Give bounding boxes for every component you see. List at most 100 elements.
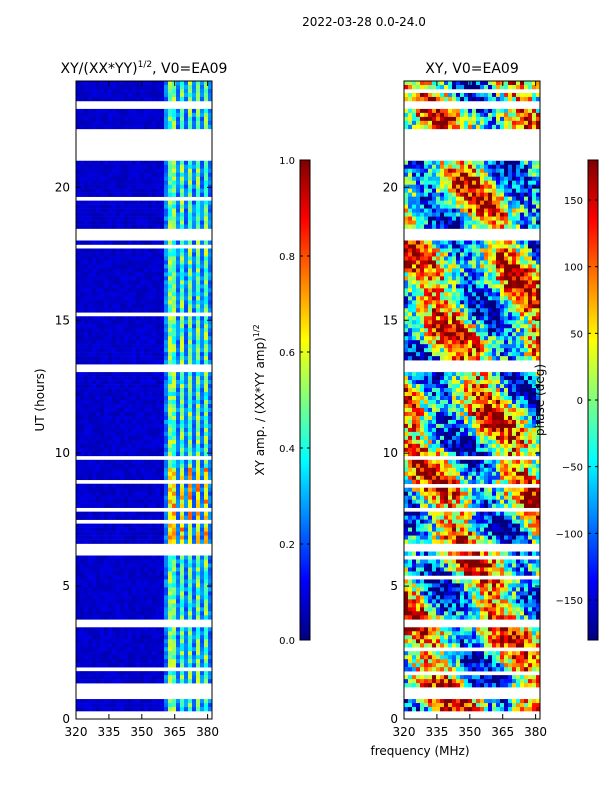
heatmap-cell — [96, 272, 101, 277]
heatmap-cell — [108, 84, 113, 90]
heatmap-cell — [512, 164, 517, 170]
heatmap-cell — [76, 316, 81, 321]
heatmap-cell — [88, 96, 93, 102]
heatmap-cell — [204, 176, 209, 181]
heatmap-cell — [176, 451, 181, 457]
heatmap-cell — [208, 403, 213, 409]
heatmap-cell — [76, 463, 81, 469]
heatmap-cell — [132, 459, 137, 465]
heatmap-cell — [172, 675, 177, 680]
heatmap-cell — [116, 256, 121, 261]
heatmap-cell — [100, 256, 105, 261]
heatmap-cell — [168, 81, 173, 86]
heatmap-cell — [536, 124, 541, 130]
heatmap-cell — [100, 264, 105, 269]
heatmap-cell — [152, 356, 157, 361]
heatmap-cell — [180, 615, 185, 620]
heatmap-cell — [148, 487, 153, 493]
heatmap-cell — [104, 607, 109, 612]
heatmap-cell — [196, 411, 201, 417]
heatmap-cell — [408, 96, 413, 102]
heatmap-cell — [208, 284, 213, 289]
heatmap-cell — [144, 220, 149, 225]
heatmap-cell — [84, 671, 89, 676]
heatmap-cell — [184, 599, 189, 604]
heatmap-cell — [484, 160, 489, 166]
heatmap-cell — [160, 411, 165, 417]
heatmap-cell — [148, 340, 153, 345]
heatmap-cell — [532, 172, 537, 177]
heatmap-cell — [120, 451, 125, 457]
heatmap-cell — [140, 467, 145, 473]
heatmap-cell — [120, 651, 125, 656]
heatmap-cell — [76, 348, 81, 353]
heatmap-cell — [76, 595, 81, 600]
heatmap-cell — [208, 567, 213, 572]
heatmap-cell — [156, 264, 161, 269]
heatmap-cell — [168, 595, 173, 600]
heatmap-cell — [200, 451, 205, 457]
heatmap-cell — [84, 84, 89, 90]
heatmap-cell — [132, 116, 137, 122]
heatmap-cell — [144, 360, 149, 365]
heatmap-cell — [184, 380, 189, 385]
heatmap-cell — [88, 380, 93, 385]
heatmap-cell — [132, 495, 137, 500]
heatmap-cell — [204, 527, 209, 532]
heatmap-cell — [80, 348, 85, 353]
heatmap-cell — [168, 515, 173, 520]
heatmap-cell — [148, 435, 153, 441]
heatmap-cell — [112, 491, 117, 496]
heatmap-cell — [80, 308, 85, 313]
heatmap-cell — [192, 587, 197, 592]
heatmap-cell — [136, 224, 141, 229]
heatmap-cell — [480, 108, 485, 114]
heatmap-cell — [188, 607, 193, 612]
heatmap-cell — [404, 184, 409, 189]
heatmap-cell — [504, 81, 509, 86]
heatmap-cell — [208, 611, 213, 616]
heatmap-cell — [120, 443, 125, 449]
heatmap-cell — [100, 699, 105, 704]
heatmap-cell — [188, 220, 193, 225]
heatmap-cell — [532, 188, 537, 193]
heatmap-cell — [208, 396, 213, 401]
heatmap-cell — [152, 611, 157, 616]
heatmap-cell — [136, 679, 141, 684]
heatmap-cell — [208, 88, 213, 94]
heatmap-cell — [76, 216, 81, 221]
heatmap-cell — [92, 679, 97, 684]
heatmap-cell — [92, 388, 97, 393]
heatmap-cell — [464, 120, 469, 126]
heatmap-cell — [196, 699, 201, 704]
heatmap-cell — [200, 663, 205, 668]
heatmap-cell — [84, 595, 89, 600]
heatmap-cell — [144, 407, 149, 413]
heatmap-cell — [80, 703, 85, 708]
heatmap-cell — [420, 188, 425, 193]
heatmap-cell — [112, 112, 117, 118]
heatmap-cell — [140, 459, 145, 465]
heatmap-cell — [132, 651, 137, 656]
heatmap-cell — [120, 571, 125, 576]
heatmap-cell — [156, 523, 161, 528]
heatmap-cell — [88, 671, 93, 676]
heatmap-cell — [180, 583, 185, 588]
heatmap-cell — [180, 108, 185, 114]
heatmap-cell — [192, 192, 197, 197]
heatmap-cell — [132, 272, 137, 277]
heatmap-cell — [132, 583, 137, 588]
heatmap-cell — [208, 248, 213, 253]
amplitude-y-axis-label: UT (hours) — [33, 368, 47, 431]
heatmap-cell — [140, 679, 145, 684]
heatmap-cell — [148, 555, 153, 560]
heatmap-cell — [84, 260, 89, 265]
heatmap-cell — [188, 559, 193, 564]
heatmap-cell — [124, 388, 129, 393]
heatmap-cell — [100, 563, 105, 568]
heatmap-cell — [184, 400, 189, 405]
heatmap-cell — [88, 655, 93, 660]
heatmap-cell — [196, 707, 201, 712]
heatmap-cell — [184, 396, 189, 401]
heatmap-cell — [500, 172, 505, 177]
